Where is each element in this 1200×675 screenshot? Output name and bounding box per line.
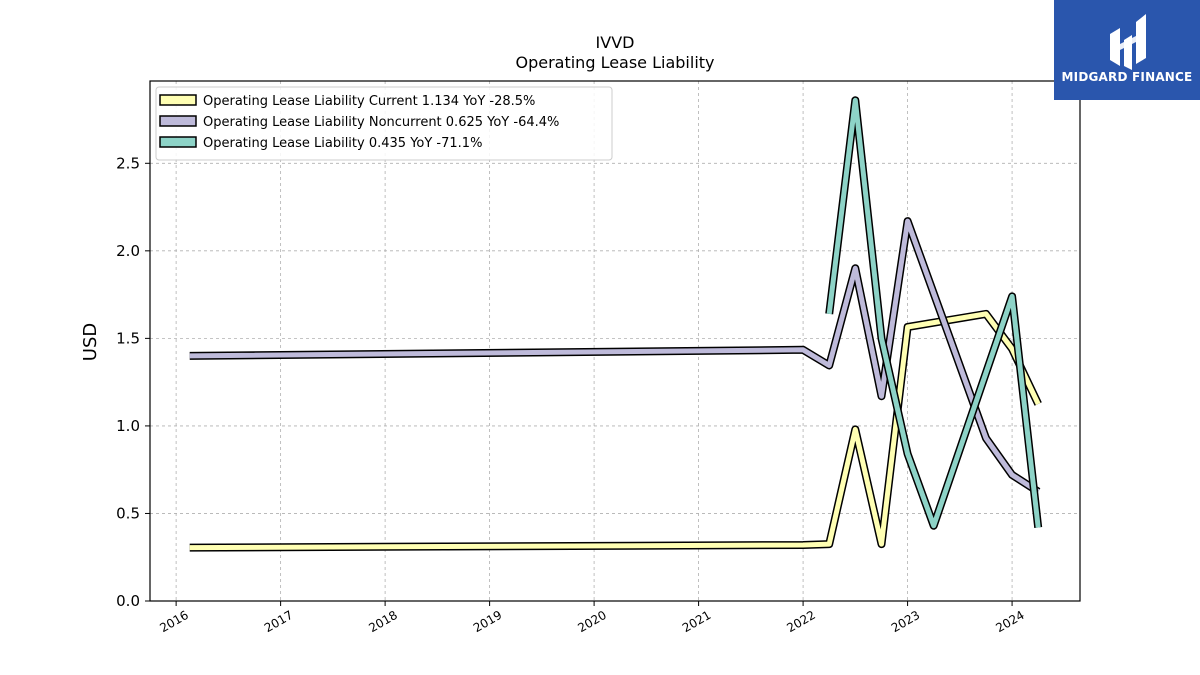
x-tick-label: 2023	[889, 608, 922, 635]
legend-label-1: Operating Lease Liability Current 1.134 …	[203, 94, 535, 109]
series-lines	[189, 96, 1043, 552]
x-tick-label: 2022	[784, 608, 817, 635]
chart-title: IVVD	[596, 33, 635, 52]
legend: Operating Lease Liability Current 1.134 …	[155, 86, 613, 161]
chart-subtitle: Operating Lease Liability	[515, 53, 714, 72]
legend-label-2: Operating Lease Liability Noncurrent 0.6…	[203, 115, 559, 130]
logo-mark-icon	[1110, 14, 1146, 70]
legend-swatch-2	[159, 115, 197, 127]
y-tick-label: 0.0	[116, 592, 140, 610]
y-tick-label: 0.5	[116, 504, 140, 522]
y-axis-ticks: 0.0 0.5 1.0 1.5 2.0 2.5	[116, 154, 150, 610]
x-tick-label: 2017	[262, 608, 295, 635]
series-line-2	[189, 218, 1040, 494]
legend-swatch-3	[159, 136, 197, 148]
x-tick-label: 2024	[993, 608, 1026, 635]
legend-label-3: Operating Lease Liability 0.435 YoY -71.…	[203, 136, 482, 151]
legend-swatch-1	[159, 94, 197, 106]
x-tick-label: 2020	[575, 608, 608, 635]
series-line-1	[189, 311, 1041, 551]
x-tick-label: 2021	[680, 608, 713, 635]
y-tick-label: 1.5	[116, 329, 140, 347]
logo-text: MIDGARD FINANCE	[1061, 70, 1193, 84]
y-tick-label: 1.0	[116, 417, 140, 435]
y-tick-label: 2.5	[116, 154, 140, 172]
y-axis-label: USD	[80, 323, 101, 361]
x-tick-label: 2018	[366, 608, 399, 635]
y-tick-label: 2.0	[116, 242, 140, 260]
legend-box	[155, 86, 613, 161]
x-tick-label: 2016	[157, 608, 190, 635]
midgard-finance-logo: MIDGARD FINANCE	[1054, 0, 1200, 100]
series-line-3	[826, 97, 1041, 529]
x-tick-label: 2019	[471, 608, 504, 635]
x-axis-ticks: 2016 2017 2018 2019 2020 2021 2022 2023 2024	[157, 601, 1027, 635]
plot-frame	[149, 80, 1081, 602]
